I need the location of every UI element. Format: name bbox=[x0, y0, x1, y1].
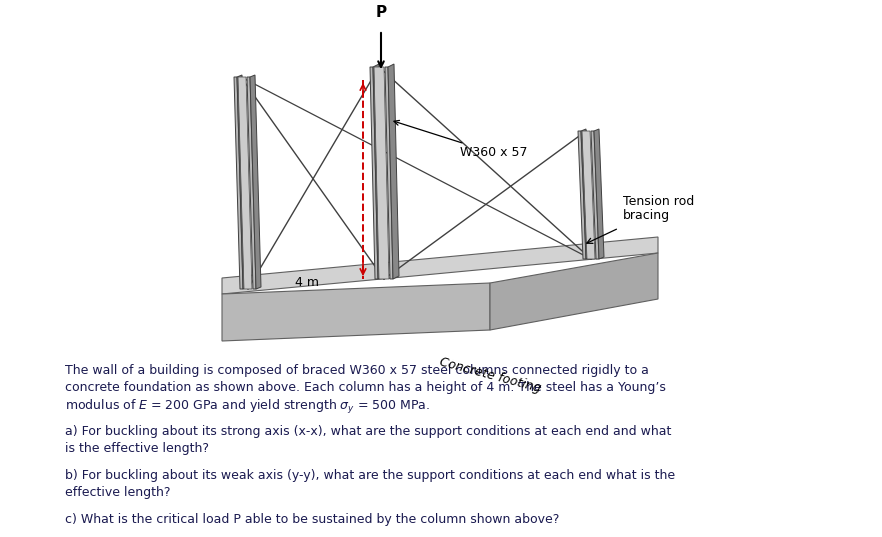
Text: effective length?: effective length? bbox=[65, 486, 170, 499]
Polygon shape bbox=[238, 77, 252, 289]
Text: Tension rod: Tension rod bbox=[623, 195, 694, 208]
Text: bracing: bracing bbox=[623, 209, 670, 222]
Text: modulus of $E$ = 200 GPa and yield strength $\sigma_y$ = 500 MPa.: modulus of $E$ = 200 GPa and yield stren… bbox=[65, 398, 430, 416]
Text: W360 x 57: W360 x 57 bbox=[394, 120, 527, 159]
Polygon shape bbox=[388, 64, 399, 279]
Text: Concrete footing: Concrete footing bbox=[437, 355, 542, 395]
Text: b) For buckling about its weak axis (y-y), what are the support conditions at ea: b) For buckling about its weak axis (y-y… bbox=[65, 469, 675, 482]
Polygon shape bbox=[578, 131, 586, 259]
Polygon shape bbox=[234, 77, 243, 289]
Polygon shape bbox=[374, 67, 389, 279]
Polygon shape bbox=[250, 75, 261, 289]
Polygon shape bbox=[582, 131, 595, 259]
Polygon shape bbox=[594, 129, 604, 259]
Polygon shape bbox=[591, 131, 599, 259]
Text: 4 m: 4 m bbox=[295, 277, 319, 289]
Text: The wall of a building is composed of braced W360 x 57 steel columns connected r: The wall of a building is composed of br… bbox=[65, 364, 649, 377]
Text: P: P bbox=[376, 5, 386, 20]
Polygon shape bbox=[581, 129, 591, 259]
Polygon shape bbox=[222, 283, 490, 341]
Text: is the effective length?: is the effective length? bbox=[65, 442, 209, 455]
Text: a) For buckling about its strong axis (x-x), what are the support conditions at : a) For buckling about its strong axis (x… bbox=[65, 425, 671, 438]
Polygon shape bbox=[370, 67, 378, 279]
Polygon shape bbox=[385, 67, 393, 279]
Polygon shape bbox=[237, 75, 248, 289]
Polygon shape bbox=[373, 64, 384, 279]
Text: concrete foundation as shown above. Each column has a height of 4 m. The steel h: concrete foundation as shown above. Each… bbox=[65, 381, 666, 394]
Polygon shape bbox=[247, 77, 256, 289]
Polygon shape bbox=[222, 237, 658, 294]
Text: c) What is the critical load P able to be sustained by the column shown above?: c) What is the critical load P able to b… bbox=[65, 513, 559, 526]
Polygon shape bbox=[490, 253, 658, 330]
